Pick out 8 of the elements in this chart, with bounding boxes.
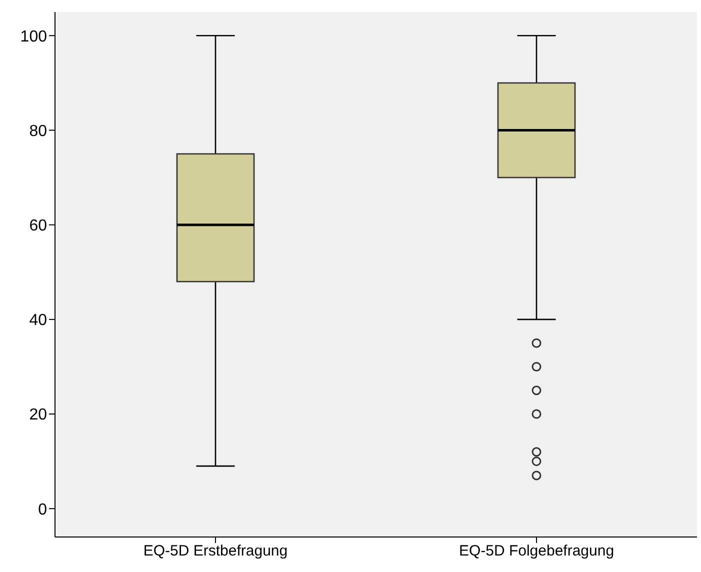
y-tick-label: 20: [29, 406, 48, 424]
y-tick-label: 60: [29, 218, 48, 235]
x-tick-label: EQ-5D Erstbefragung: [143, 542, 288, 560]
y-tick-label: 80: [29, 122, 48, 140]
y-tick-label: 40: [29, 312, 48, 330]
y-tick-label: 100: [20, 28, 48, 46]
x-tick-label: EQ-5D Folgebefragung: [458, 542, 614, 560]
y-tick-label: 0: [38, 501, 48, 518]
